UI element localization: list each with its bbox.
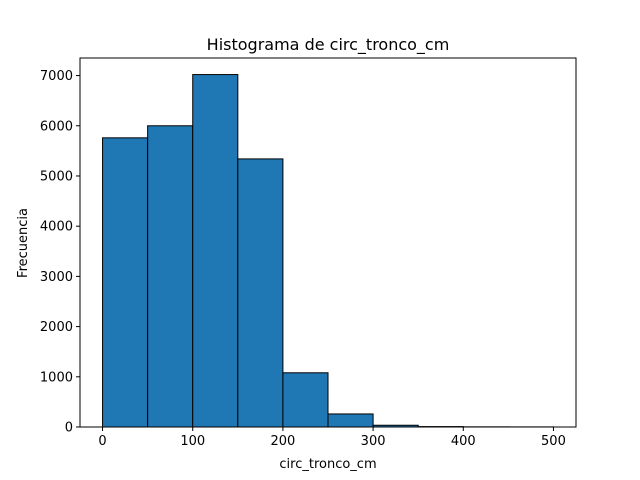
y-tick-label: 7000 <box>40 69 73 84</box>
plot-frame <box>79 57 577 428</box>
y-axis-label: Frecuencia <box>16 208 31 278</box>
y-tick-label: 5000 <box>40 169 73 184</box>
x-tick-label: 0 <box>98 434 106 449</box>
histogram-bar-5 <box>327 413 374 428</box>
bars-group <box>102 74 554 428</box>
y-tick-label: 1000 <box>40 370 73 385</box>
x-tick-label: 100 <box>180 434 205 449</box>
chart-title: Histograma de circ_tronco_cm <box>207 35 450 55</box>
y-axis-ticks: 0 1000 2000 3000 4000 5000 6000 7000 <box>40 69 80 436</box>
y-tick-label: 6000 <box>40 119 73 134</box>
histogram-bar-2 <box>192 74 239 428</box>
histogram-bar-0 <box>102 137 149 428</box>
y-tick-label: 3000 <box>40 270 73 285</box>
y-tick-label: 0 <box>65 421 73 436</box>
x-tick-label: 400 <box>451 434 476 449</box>
histogram-bar-3 <box>237 158 284 428</box>
y-tick-label: 4000 <box>40 220 73 235</box>
x-axis-ticks: 0 100 200 300 400 500 <box>98 427 566 449</box>
x-axis-label: circ_tronco_cm <box>279 457 376 472</box>
x-tick-label: 300 <box>361 434 386 449</box>
x-tick-label: 200 <box>270 434 295 449</box>
histogram-bar-1 <box>147 125 194 428</box>
histogram-bar-4 <box>282 372 329 428</box>
y-tick-label: 2000 <box>40 320 73 335</box>
x-tick-label: 500 <box>541 434 566 449</box>
